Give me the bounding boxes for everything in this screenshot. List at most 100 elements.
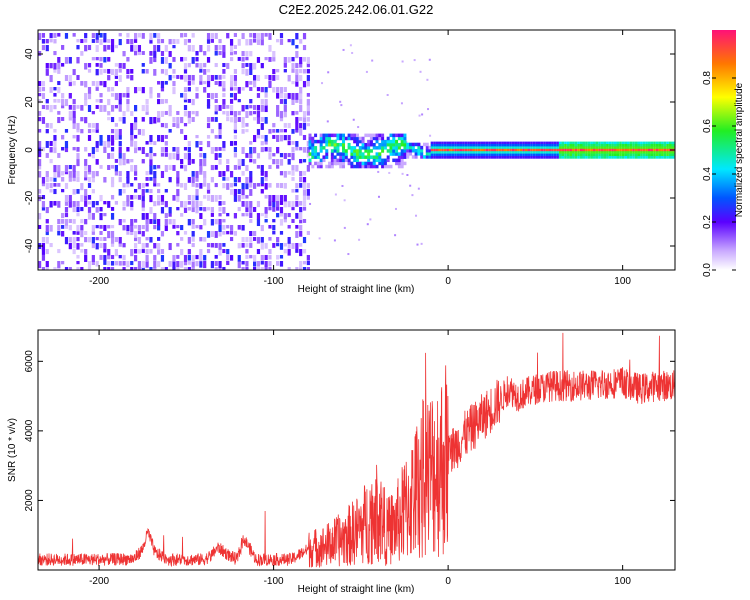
spectrogram-cell xyxy=(295,249,299,253)
spectrogram-cell xyxy=(103,255,107,262)
spectrogram-cell xyxy=(364,155,368,159)
spectrogram-cell xyxy=(76,135,80,142)
spectrogram-cell xyxy=(99,141,103,146)
spectrogram-cell xyxy=(249,147,253,154)
spectrogram-carrier-cell xyxy=(587,153,591,157)
spectrogram-cell xyxy=(145,69,149,74)
spectrogram-carrier-cell xyxy=(488,141,491,145)
spectrogram-carrier-cell xyxy=(566,151,570,154)
spectrogram-carrier-cell xyxy=(467,151,470,154)
spectrogram-cell xyxy=(226,105,230,109)
spectrogram-cell xyxy=(279,87,284,94)
spectrogram-carrier-cell xyxy=(446,144,449,147)
spectrogram-cell xyxy=(107,231,111,239)
spectrogram-cell xyxy=(206,243,211,248)
spectrogram-carrier-cell xyxy=(566,148,570,152)
spectrogram-cell xyxy=(103,81,107,88)
spectrogram-cell xyxy=(72,201,76,207)
spectrogram-cell xyxy=(302,267,307,270)
spectrogram-carrier-cell xyxy=(493,144,497,147)
spectrogram-carrier-cell xyxy=(467,144,470,147)
spectrogram-cell xyxy=(256,201,261,208)
spectrogram-cell xyxy=(210,219,214,226)
spectrogram-cell xyxy=(195,261,199,267)
spectrogram-cell xyxy=(295,33,299,40)
spectrogram-carrier-cell xyxy=(642,141,646,145)
spectrogram-cell xyxy=(336,133,340,138)
spectrogram-cell xyxy=(110,213,115,220)
spectrogram-carrier-cell xyxy=(538,156,541,159)
spectrogram-cell xyxy=(306,153,310,158)
spectrogram-cell xyxy=(130,195,134,200)
spectrogram-carrier-cell xyxy=(496,141,499,145)
spectrogram-cell xyxy=(325,152,329,156)
spectrogram-cell xyxy=(103,237,107,241)
spectrogram-carrier-cell xyxy=(469,151,473,154)
spectrogram-carrier-cell xyxy=(634,151,638,154)
spectrogram-carrier-cell xyxy=(632,144,635,147)
spectrogram-cell xyxy=(76,39,80,43)
spectrogram-cell xyxy=(180,117,184,124)
spectrogram-carrier-cell xyxy=(448,148,452,152)
spectrogram-carrier-cell xyxy=(595,151,599,154)
spectrogram-cell xyxy=(133,33,138,40)
spectrogram-cell xyxy=(291,99,295,105)
spectrogram-cell xyxy=(64,207,69,213)
spectrogram-carrier-cell xyxy=(462,146,465,150)
spectrogram-carrier-cell xyxy=(608,151,612,154)
spectrogram-carrier-cell xyxy=(621,151,625,154)
spectrogram-cell xyxy=(110,87,115,92)
spectrogram-cell xyxy=(389,164,393,169)
spectrogram-cell xyxy=(172,123,176,127)
spectrogram-carrier-cell xyxy=(579,151,583,154)
spectrogram-cell xyxy=(107,45,111,50)
spectrogram-cell xyxy=(118,69,122,73)
spectrogram-cell xyxy=(319,136,323,141)
spectrogram-cell xyxy=(249,201,253,208)
spectrogram-cell xyxy=(183,75,188,82)
spectrogram-carrier-cell xyxy=(569,153,573,157)
spectrogram-cell xyxy=(203,51,207,56)
spectrogram-carrier-cell xyxy=(514,148,518,152)
spectrogram-cell xyxy=(41,45,46,51)
spectrogram-carrier-cell xyxy=(488,151,491,154)
spectrogram-cell xyxy=(57,225,61,231)
spectrogram-cell xyxy=(68,105,72,110)
spectrogram-cell xyxy=(229,105,234,111)
spectrogram-cell xyxy=(68,93,72,99)
spectrogram-cell xyxy=(295,183,299,189)
spectrogram-cell xyxy=(361,155,365,159)
spectrogram-cell xyxy=(241,225,245,231)
spectrogram-cell xyxy=(49,63,53,69)
spectrogram-cell xyxy=(122,159,126,166)
spectrogram-cell xyxy=(386,93,389,96)
spectrogram-cell xyxy=(187,159,191,166)
spectrogram-carrier-cell xyxy=(503,146,507,150)
spectrogram-cell xyxy=(241,105,245,112)
spectrogram-cell xyxy=(361,139,365,144)
spectrogram-cell xyxy=(233,117,238,123)
spectrogram-carrier-cell xyxy=(666,156,669,159)
spectrogram-carrier-cell xyxy=(545,146,549,150)
spectrogram-cell xyxy=(291,147,295,153)
spectrogram-carrier-cell xyxy=(572,144,575,147)
spectrogram-cell xyxy=(279,93,284,99)
spectrogram-cell xyxy=(342,164,346,169)
spectrogram-cell xyxy=(222,87,226,92)
spectrogram-carrier-cell xyxy=(438,151,442,154)
spectrogram-cell xyxy=(395,149,399,153)
spectrogram-cell xyxy=(425,148,429,153)
spectrogram-cell xyxy=(377,170,380,173)
spectrogram-cell xyxy=(353,133,357,138)
spectrogram-carrier-cell xyxy=(545,141,549,145)
spectrogram-cell xyxy=(229,99,234,104)
spectrogram-cell xyxy=(72,243,76,249)
spectrogram-cell xyxy=(264,267,268,270)
spectrogram-cell xyxy=(400,102,403,105)
spectrogram-cell xyxy=(118,153,122,159)
spectrogram-cell xyxy=(276,261,280,266)
spectrogram-cell xyxy=(233,33,238,37)
spectrogram-carrier-cell xyxy=(621,153,625,157)
spectrogram-carrier-cell xyxy=(598,156,601,159)
spectrogram-carrier-cell xyxy=(446,156,449,159)
